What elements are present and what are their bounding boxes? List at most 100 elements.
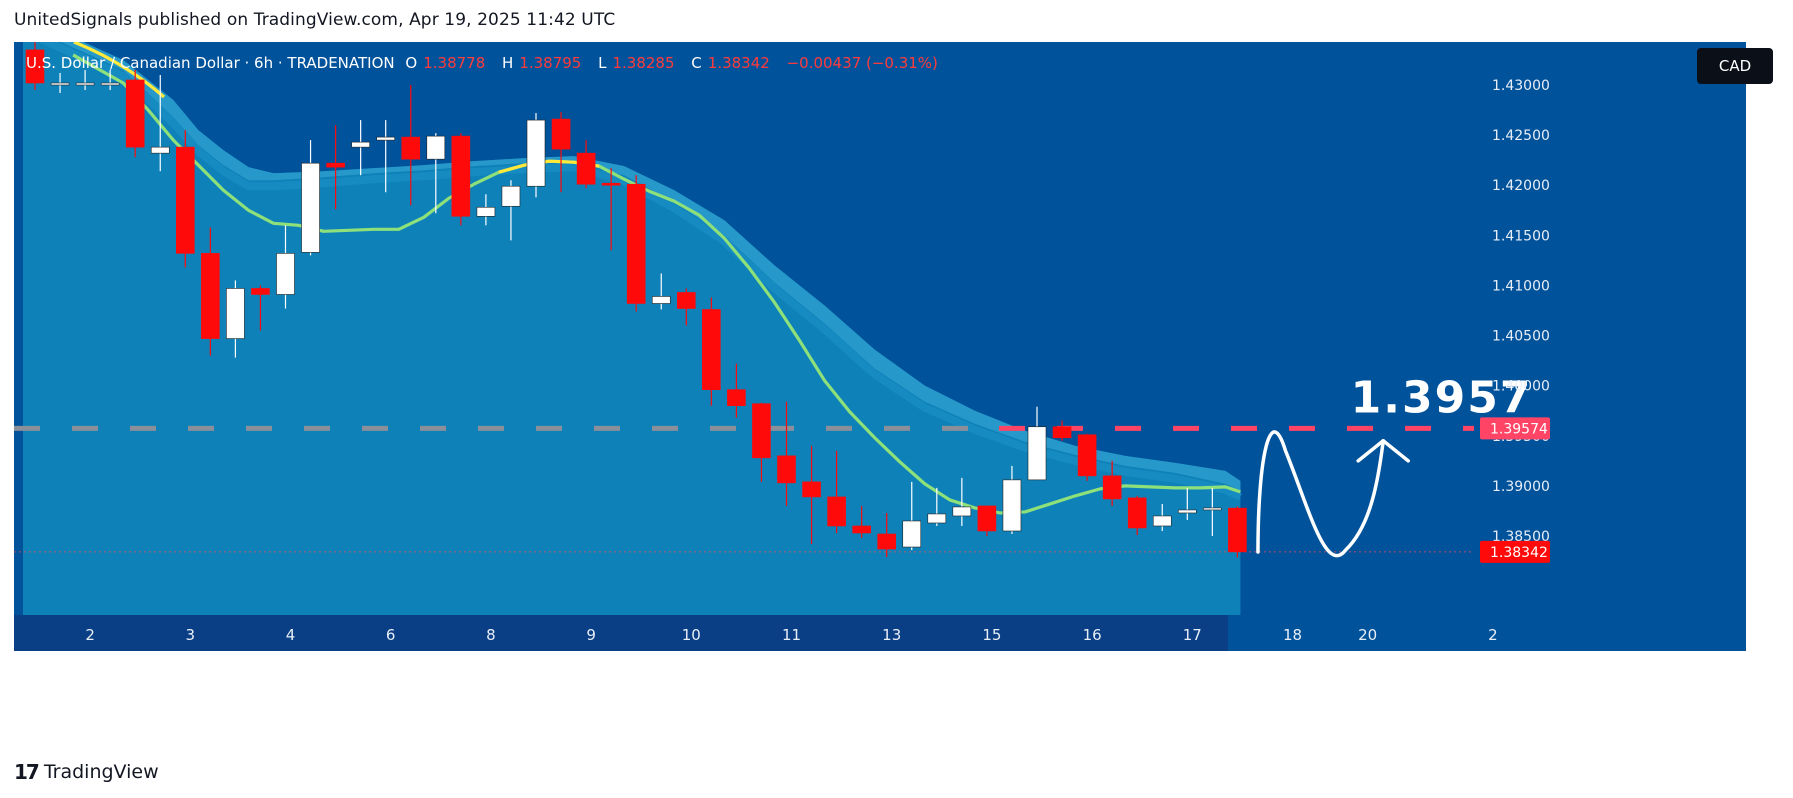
candle-body-down (676, 292, 696, 309)
candle (877, 512, 897, 558)
candle (326, 125, 345, 210)
candle-body-down (1228, 507, 1247, 553)
y-axis-tick-label: 1.42000 (1492, 178, 1550, 194)
candle (1027, 406, 1047, 481)
high-label: H (502, 54, 514, 72)
price-chart[interactable]: 1.3957 1.43000 1.42500 1.42000 1.41500 1.410… (14, 42, 1746, 744)
candle-body-down (1127, 497, 1147, 529)
candle (626, 175, 646, 312)
candle-body-up (75, 82, 95, 86)
candle-body-down (1077, 434, 1097, 477)
candle-body-up (1002, 479, 1022, 532)
candle-body-up (651, 296, 671, 304)
x-axis-tick-label: 15 (982, 626, 1001, 644)
candle (526, 113, 546, 198)
candle (927, 487, 947, 526)
candle (401, 85, 421, 206)
candle-body-down (877, 533, 897, 550)
x-axis-tick-label: 11 (782, 626, 801, 644)
target-price-tag-label: 1.39574 (1490, 421, 1548, 437)
cloud-layer (23, 42, 1243, 615)
candle (576, 140, 596, 189)
x-axis-tick-label: 17 (1183, 626, 1202, 644)
candle (777, 401, 796, 506)
candle-body-down (777, 455, 796, 484)
candle (426, 133, 446, 214)
candle-body-down (827, 496, 846, 527)
candle (100, 69, 120, 91)
candle-body-down (326, 162, 345, 168)
symbol-legend: U.S. Dollar / Canadian Dollar · 6h · TRA… (26, 54, 944, 72)
change-value: −0.00437 (−0.31%) (786, 54, 938, 72)
candle (952, 477, 972, 526)
x-axis-tick-label: 18 (1283, 626, 1302, 644)
symbol-title: U.S. Dollar / Canadian Dollar · 6h · TRA… (26, 54, 395, 72)
candle (752, 402, 771, 482)
candle-body-down (451, 135, 471, 217)
candle-body-up (927, 513, 947, 524)
candle-layer (25, 42, 1247, 558)
candle (1152, 503, 1172, 531)
candle (75, 69, 95, 91)
candle (551, 112, 571, 193)
candle-body-down (576, 152, 596, 185)
candle (50, 72, 70, 94)
x-axis-tick-label: 6 (386, 626, 396, 644)
projection-arrow-icon (1356, 439, 1411, 463)
target-annotation: 1.3957 (1351, 373, 1533, 424)
candle-body-down (201, 253, 220, 339)
candle-body-up (1152, 515, 1172, 527)
candle (1228, 506, 1247, 558)
x-axis-tick-label: 13 (882, 626, 901, 644)
candle (1127, 495, 1147, 535)
candle-body-up (1027, 426, 1047, 481)
candle-body-down (977, 505, 997, 532)
candle (226, 280, 245, 358)
low-value: 1.38285 (612, 54, 675, 72)
chart-area[interactable]: 1.3957 1.43000 1.42500 1.42000 1.41500 1.410… (14, 42, 1746, 744)
candle-body-up (902, 520, 922, 548)
candle (501, 180, 521, 241)
frame-bottom (14, 651, 1746, 744)
candle (150, 74, 170, 172)
candle (451, 133, 471, 226)
candle-body-up (150, 146, 170, 154)
candle (476, 194, 496, 226)
candle (802, 445, 821, 545)
candle (1077, 433, 1097, 481)
tradingview-logo-icon: 17 (14, 760, 40, 784)
candle (201, 227, 220, 356)
cloud-band-shadow (37, 42, 1243, 501)
candle (1002, 465, 1022, 534)
x-axis-tick-label: 10 (682, 626, 701, 644)
candle-body-up (1178, 509, 1197, 514)
y-axis-tick-label: 1.41000 (1492, 278, 1550, 294)
candle (351, 120, 370, 176)
close-label: C (691, 54, 702, 72)
y-axis-tick-label: 1.43000 (1492, 78, 1550, 94)
tradingview-logo[interactable]: 17 TradingView (14, 760, 159, 784)
moving-average-highlight-left (73, 42, 166, 99)
candle (25, 42, 45, 91)
candle-body-up (226, 288, 245, 339)
candle (977, 505, 997, 536)
close-value: 1.38342 (707, 54, 770, 72)
open-value: 1.38778 (423, 54, 486, 72)
candle (727, 363, 746, 418)
candle-body-up (301, 162, 320, 253)
candle-body-down (125, 79, 145, 148)
x-axis-tick-label: 4 (286, 626, 296, 644)
high-value: 1.38795 (519, 54, 582, 72)
candle-body-down (752, 403, 771, 459)
candle (601, 168, 621, 251)
candle-body-up (1203, 507, 1222, 511)
x-axis-tick-label: 20 (1358, 626, 1377, 644)
candle-body-down (702, 309, 721, 390)
candle (1052, 420, 1072, 441)
candle-body-up (501, 185, 521, 207)
candle (676, 288, 696, 326)
candle (852, 505, 871, 539)
currency-button[interactable]: CAD (1697, 48, 1773, 84)
candle (1203, 487, 1222, 536)
candle-body-down (176, 146, 195, 254)
